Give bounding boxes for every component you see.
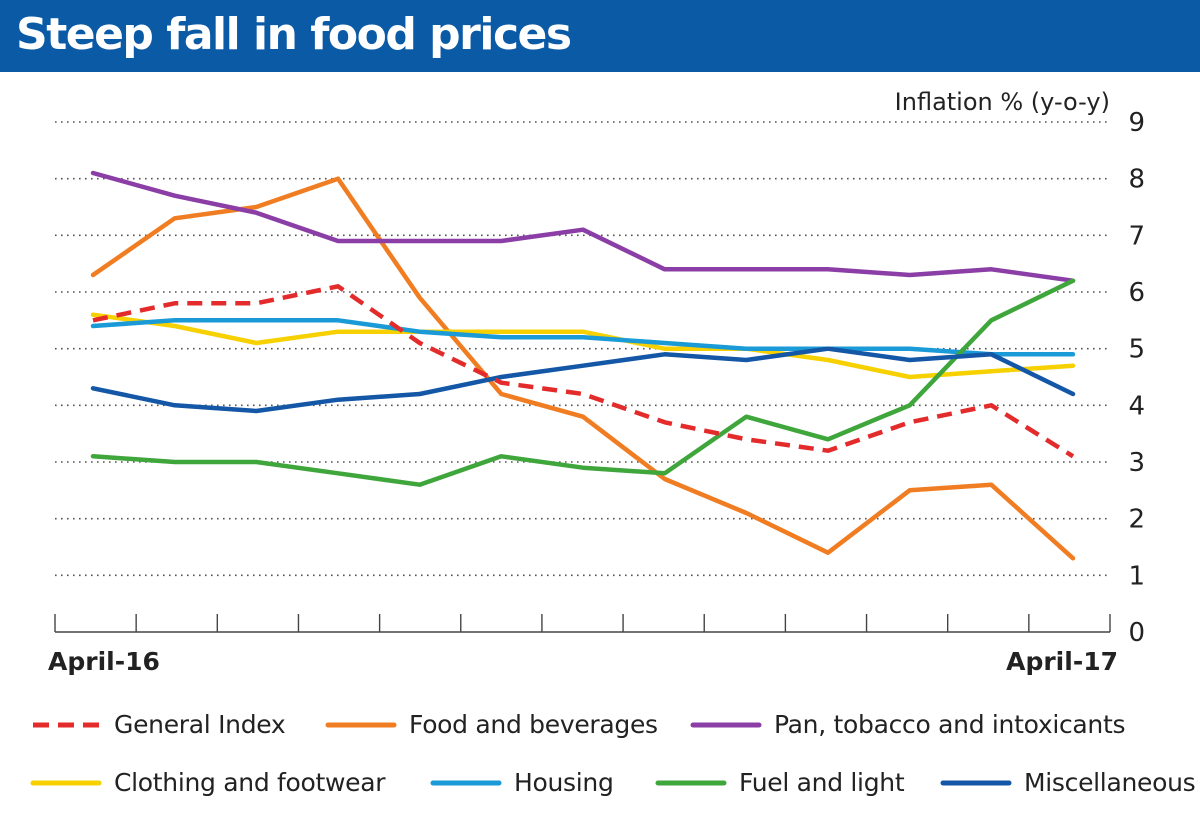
y-tick-label: 0	[1128, 618, 1145, 648]
legend-label: General Index	[114, 710, 286, 739]
legend-swatch	[690, 722, 762, 727]
x-tick-label: April-17	[1006, 647, 1118, 676]
y-tick-label: 5	[1128, 335, 1145, 365]
y-tick-label: 4	[1128, 391, 1145, 421]
legend-item: Clothing and footwear	[30, 768, 386, 797]
series-line-general-index	[92, 284, 1075, 459]
legend: General Index Food and beverages Pan, toba…	[0, 690, 1200, 838]
legend-item: Housing	[430, 768, 614, 797]
legend-swatch	[33, 722, 99, 727]
series-line-fuel-and-light	[90, 278, 1076, 487]
x-tick-label: April-16	[48, 647, 160, 676]
legend-item: Fuel and light	[655, 768, 905, 797]
legend-swatch	[940, 780, 1012, 785]
y-axis-label: Inflation % (y-o-y)	[895, 88, 1110, 116]
y-tick-label: 6	[1128, 278, 1145, 308]
legend-label: Fuel and light	[739, 768, 905, 797]
legend-swatch	[655, 780, 727, 785]
legend-swatch	[30, 780, 102, 785]
y-tick-label: 8	[1128, 165, 1145, 195]
y-tick-label: 9	[1128, 108, 1145, 138]
title-banner: Steep fall in food prices	[0, 0, 1200, 72]
y-tick-labels: 0 1 2 3 4 5 6 7 8 9	[1128, 108, 1145, 648]
series-line-housing	[90, 318, 1076, 357]
y-tick-label: 2	[1128, 505, 1145, 535]
series-line-pan-tobacco-and-intoxicants	[90, 170, 1076, 283]
y-tick-label: 3	[1128, 448, 1145, 478]
chart-title: Steep fall in food prices	[16, 9, 572, 60]
legend-swatch	[430, 780, 502, 785]
x-axis	[54, 614, 1111, 633]
y-tick-label: 7	[1128, 221, 1145, 251]
legend-label: Food and beverages	[409, 710, 658, 739]
legend-label: Housing	[514, 768, 614, 797]
legend-item: Pan, tobacco and intoxicants	[690, 710, 1126, 739]
series-lines	[90, 170, 1076, 561]
legend-item: General Index	[30, 710, 286, 739]
legend-swatch	[325, 722, 397, 727]
line-chart: 0 1 2 3 4 5 6 7 8 9 April-16 April-17 Inflation % …	[48, 88, 1145, 676]
legend-label: Clothing and footwear	[114, 768, 386, 797]
y-tick-label: 1	[1128, 561, 1145, 591]
series-line-miscellaneous	[90, 346, 1076, 414]
legend-item: Food and beverages	[325, 710, 658, 739]
series-line-food-and-beverages	[90, 176, 1076, 561]
x-tick-labels: April-16 April-17	[48, 647, 1118, 676]
legend-label: Miscellaneous	[1024, 768, 1196, 797]
legend-item: Miscellaneous	[940, 768, 1196, 797]
series-line-clothing-and-footwear	[90, 312, 1076, 380]
legend-label: Pan, tobacco and intoxicants	[774, 710, 1126, 739]
gridlines	[55, 121, 1110, 577]
